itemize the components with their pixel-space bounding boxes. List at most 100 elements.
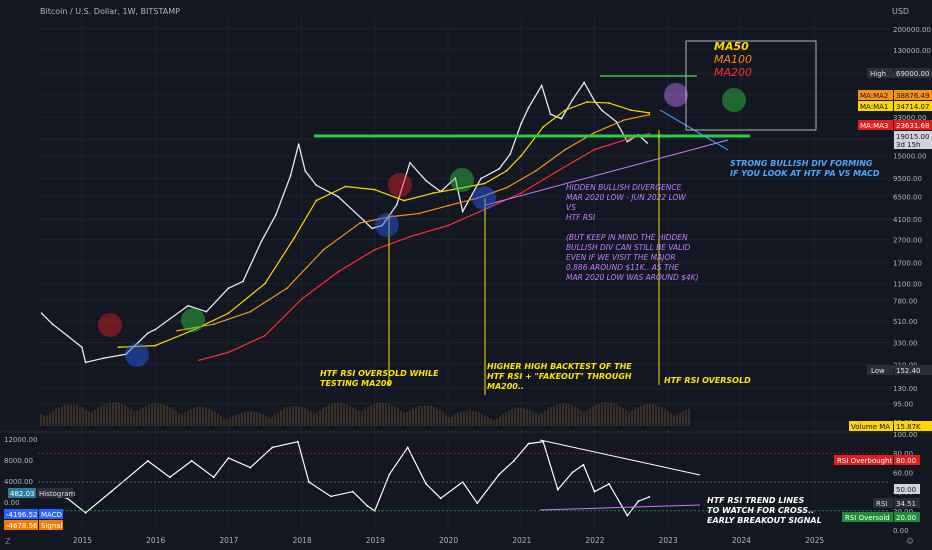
annotation-line: MAR 2020 LOW - JUN 2022 LOW <box>566 193 686 202</box>
volume-bar <box>76 405 78 426</box>
data-point-ma200 <box>520 192 523 194</box>
highlight-circle <box>722 88 746 112</box>
high-tag-value-bg <box>894 68 932 78</box>
high-tag-label: High <box>870 70 886 78</box>
volume-bar <box>682 410 684 426</box>
data-point-ma100 <box>622 119 625 122</box>
data-point-rsi <box>329 495 332 498</box>
volume-bar <box>91 411 93 426</box>
volume-bar <box>55 408 57 426</box>
volume-bar <box>346 404 348 426</box>
volume-bar <box>259 413 261 426</box>
volume-bar <box>598 403 600 426</box>
data-point-ma100 <box>322 248 325 251</box>
ma3-tag-value-bg <box>894 120 932 130</box>
oversold-value-bg <box>894 512 920 522</box>
data-point-ma50 <box>227 312 230 315</box>
price-tick-label: 780.00 <box>893 297 918 305</box>
series-line-ma100 <box>177 114 650 332</box>
settings-gear-icon[interactable]: ⚙ <box>906 537 914 547</box>
zoom-icon[interactable]: Z <box>5 537 11 546</box>
volume-bar <box>61 405 63 426</box>
volume-bar <box>310 411 312 426</box>
volume-bar <box>409 410 411 426</box>
volume-bar <box>229 417 231 426</box>
annotation-line: MA200.. <box>487 382 524 391</box>
volume-bar <box>331 403 333 426</box>
volume-bar <box>655 404 657 426</box>
annotation-line: IF YOU LOOK AT HTF PA VS MACD <box>730 169 880 178</box>
volume-bar <box>340 402 342 426</box>
data-point-ma50 <box>293 236 296 239</box>
volume-bar <box>145 405 147 426</box>
volume-bar <box>52 410 54 426</box>
rsi-trend-line <box>539 504 701 511</box>
volume-bar <box>406 412 408 426</box>
volume-bar <box>49 413 51 426</box>
volume-bar <box>613 403 615 426</box>
hist-value: 482.03 <box>10 490 35 498</box>
volume-bar <box>253 411 255 426</box>
volume-bar <box>625 410 627 426</box>
volume-bar <box>139 409 141 426</box>
annotation-line: MAR 2020 LOW WAS AROUND $4K) <box>566 273 699 282</box>
overbought-label-bg <box>834 455 893 465</box>
data-point-price <box>260 240 263 243</box>
volume-bar <box>610 402 612 426</box>
volume-bar <box>580 410 582 426</box>
volume-bar <box>679 412 681 426</box>
volume-bar <box>499 416 501 426</box>
price-tick-label: 4100.00 <box>893 216 922 224</box>
data-point-ma100 <box>212 323 215 326</box>
data-point-rsi <box>366 505 369 507</box>
volume-bar <box>82 408 84 426</box>
x-tick-label: 2021 <box>512 536 531 545</box>
volume-bar <box>427 405 429 426</box>
data-point-rsi <box>227 457 230 459</box>
data-point-price <box>337 195 340 198</box>
data-point-price <box>540 84 543 87</box>
volume-bar <box>262 414 264 426</box>
x-tick-label: 2018 <box>293 536 312 545</box>
data-point-price <box>498 167 501 170</box>
price-tick-label: 33000.00 <box>893 114 926 122</box>
volume-bar <box>556 404 558 426</box>
ma1-tag-value: 34714.07 <box>896 103 929 111</box>
volume-bar <box>553 405 555 426</box>
volume-bar <box>607 402 609 426</box>
volume-bar <box>544 411 546 426</box>
volume-bar <box>517 407 519 426</box>
volume-bar <box>568 404 570 426</box>
macd-axis-label: 8000.00 <box>4 457 33 465</box>
volume-bar <box>67 404 69 426</box>
volume-bar <box>295 405 297 426</box>
volume-bar <box>661 407 663 426</box>
ma2-tag-label: MA:MA2 <box>860 92 888 100</box>
volume-bar <box>220 416 222 426</box>
volume-bar <box>436 408 438 426</box>
volume-bar <box>121 403 123 426</box>
data-point-ma100 <box>359 222 362 224</box>
volume-bar <box>658 405 660 426</box>
volume-bar <box>619 406 621 426</box>
data-point-ma50 <box>648 111 651 114</box>
volume-bar <box>670 413 672 426</box>
data-point-ma50 <box>608 102 610 104</box>
volume-bar <box>622 407 624 426</box>
volume-bar <box>649 403 651 426</box>
highlight-circle <box>388 173 412 197</box>
data-point-rsi <box>498 473 501 476</box>
macd-value: -4196.52 <box>6 511 37 519</box>
volume-bar <box>541 413 543 426</box>
volume-bar <box>403 412 405 426</box>
volume-bar <box>370 405 372 426</box>
price-tick-label: 510.00 <box>893 318 918 326</box>
annotation-line: EARLY BREAKOUT SIGNAL <box>707 516 822 525</box>
rsi-value-bg <box>894 498 920 508</box>
hist-label: Histogram <box>39 490 75 498</box>
data-point-ma100 <box>286 287 288 290</box>
volume-bar <box>376 402 378 426</box>
volume-bar <box>88 411 90 426</box>
volume-bar <box>562 403 564 426</box>
data-point-price <box>289 174 292 177</box>
